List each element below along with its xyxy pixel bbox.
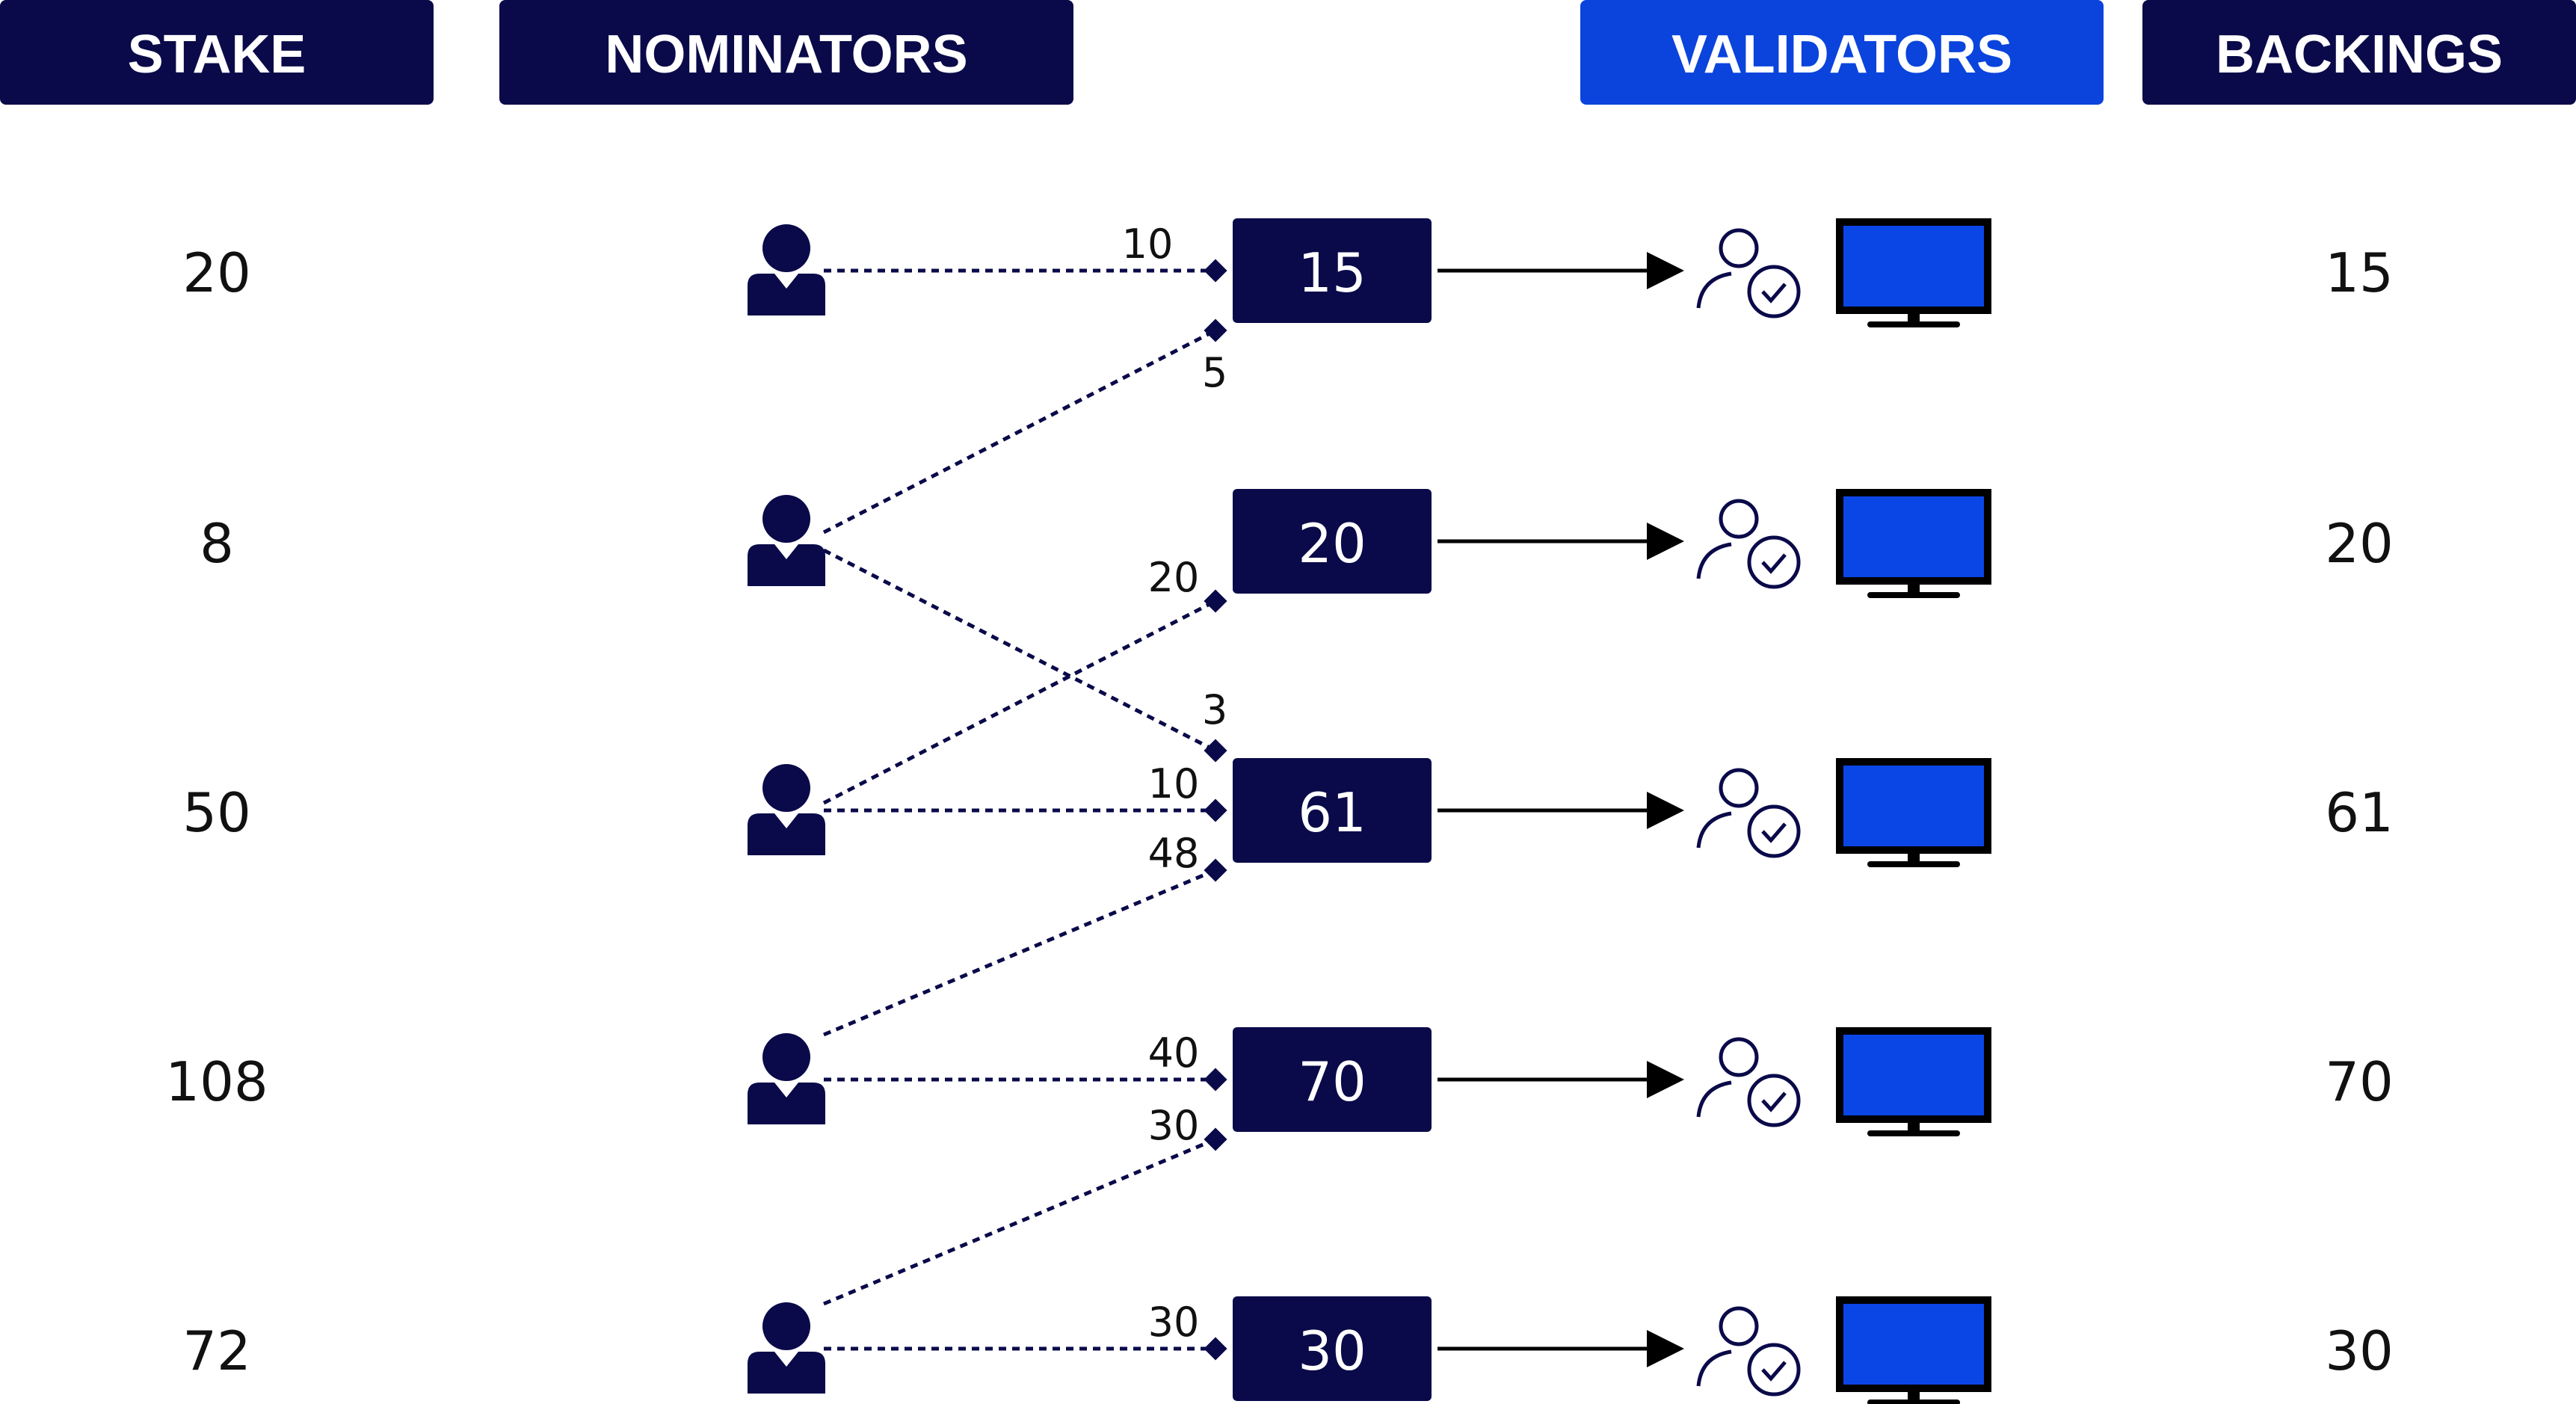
edge-stake-label: 40	[1148, 1029, 1200, 1077]
person-icon	[748, 495, 825, 586]
validator-stake-value: 30	[1298, 1320, 1366, 1382]
monitor-icon	[1836, 218, 1991, 327]
edge-diamond-endpoint	[1204, 589, 1227, 613]
validator-stake-box	[1233, 1296, 1432, 1401]
nomination-edge: 48	[823, 830, 1227, 1037]
backing-value: 15	[2325, 241, 2394, 304]
validator-stake-value: 70	[1298, 1050, 1366, 1113]
edge-diamond-endpoint	[1204, 1337, 1227, 1361]
nomination-edge-line	[822, 548, 1217, 753]
row-2: 50 61 61	[182, 758, 2394, 867]
row-3: 108 70 70	[165, 1027, 2394, 1136]
row-4: 72 30 30	[182, 1296, 2394, 1404]
edge-stake-label: 5	[1202, 349, 1227, 396]
monitor-icon	[1836, 1027, 1991, 1136]
person-icon	[748, 1302, 825, 1394]
backing-value: 20	[2325, 512, 2394, 575]
verified-user-icon	[1696, 499, 1801, 589]
edge-stake-label: 10	[1122, 221, 1174, 268]
stake-value: 8	[200, 512, 234, 575]
edge-diamond-endpoint	[1204, 798, 1227, 822]
backing-value: 70	[2325, 1050, 2394, 1113]
header-validators-label: VALIDATORS	[1671, 25, 2012, 84]
nomination-edge: 10	[824, 221, 1227, 283]
stake-value: 108	[165, 1050, 268, 1113]
nomination-edge-line	[823, 868, 1216, 1037]
nomination-edge-line	[823, 1137, 1216, 1306]
verified-user-icon	[1696, 1037, 1801, 1127]
person-icon	[748, 224, 825, 315]
nomination-edge: 3	[822, 548, 1227, 763]
nomination-edge: 5	[822, 318, 1227, 535]
edge-diamond-endpoint	[1204, 1127, 1227, 1151]
stake-value: 72	[182, 1320, 251, 1382]
edge-diamond-endpoint	[1204, 1068, 1227, 1092]
edge-stake-label: 30	[1148, 1299, 1200, 1346]
edge-stake-label: 30	[1148, 1102, 1200, 1149]
header-backings-bg	[2142, 0, 2576, 105]
verified-user-icon	[1696, 1306, 1801, 1397]
verified-user-icon	[1696, 768, 1801, 858]
edge-stake-label: 20	[1148, 554, 1200, 601]
nomination-edge: 30	[824, 1299, 1227, 1361]
nomination-edge: 10	[824, 760, 1227, 822]
stake-value: 20	[182, 241, 251, 304]
header-stake: STAKE	[0, 0, 434, 105]
edge-diamond-endpoint	[1204, 259, 1227, 283]
monitor-icon	[1836, 758, 1991, 867]
edge-stake-label: 10	[1148, 760, 1200, 807]
nomination-edge: 40	[824, 1029, 1227, 1092]
row-1: 8 20 20	[200, 489, 2394, 598]
nomination-edge: 30	[823, 1102, 1227, 1306]
header-stake-bg	[0, 0, 434, 105]
header-nominators: NOMINATORS	[499, 0, 1073, 105]
verified-user-icon	[1696, 228, 1801, 318]
header-stake-label: STAKE	[128, 25, 306, 84]
header-backings: BACKINGS	[2142, 0, 2576, 105]
validator-stake-box	[1233, 218, 1432, 323]
person-icon	[748, 764, 825, 855]
header-nominators-label: NOMINATORS	[605, 25, 967, 84]
person-icon	[748, 1033, 825, 1124]
validator-stake-value: 15	[1298, 241, 1366, 304]
validator-stake-box	[1233, 758, 1432, 863]
edge-diamond-endpoint	[1204, 858, 1227, 882]
backing-value: 61	[2325, 781, 2394, 844]
monitor-icon	[1836, 489, 1991, 598]
row-0: 20 15 15	[182, 218, 2394, 327]
header-nominators-bg	[499, 0, 1073, 105]
header-backings-label: BACKINGS	[2216, 25, 2503, 84]
nomination-edges: 10 5 3 20 10 48 40 30 30	[822, 221, 1227, 1361]
validator-stake-value: 61	[1298, 781, 1366, 844]
edge-diamond-endpoint	[1204, 739, 1227, 763]
edge-diamond-endpoint	[1204, 318, 1227, 342]
validator-stake-box	[1233, 1027, 1432, 1132]
nomination-edge-line	[822, 599, 1217, 805]
edge-stake-label: 3	[1202, 686, 1227, 733]
header-validators-bg	[1580, 0, 2104, 105]
validator-stake-value: 20	[1298, 512, 1366, 575]
edge-stake-label: 48	[1148, 830, 1200, 877]
backing-value: 30	[2325, 1320, 2394, 1382]
nomination-edge-line	[822, 328, 1217, 535]
validator-stake-box	[1233, 489, 1432, 594]
stake-value: 50	[182, 781, 251, 844]
header-validators: VALIDATORS	[1580, 0, 2104, 105]
monitor-icon	[1836, 1296, 1991, 1404]
